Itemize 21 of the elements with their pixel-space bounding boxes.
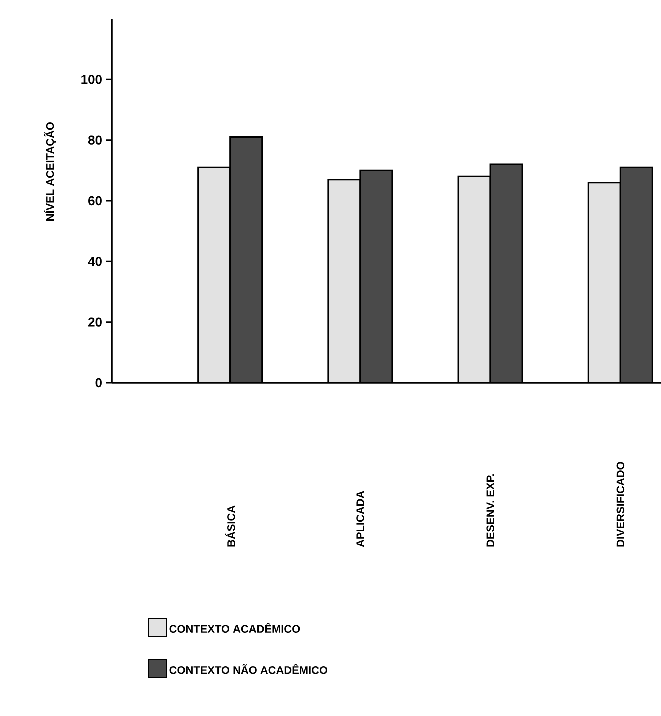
y-tick-label: 40 [88,257,102,266]
y-tick-label: 0 [96,378,102,388]
bar [198,166,232,383]
x-tick-label: BÁSICA [225,506,236,547]
x-tick-label: APLICADA [356,491,364,548]
bar [490,164,524,383]
x-tick-label: DESENV. EXP. [486,474,494,547]
y-tick-label: 80 [88,136,102,145]
bar [230,136,264,383]
bar [458,176,492,383]
bar [620,166,654,383]
bar [588,182,622,383]
bar [328,178,362,383]
bar [360,170,394,383]
legend-label: CONTEXTO ACADÊMICO [170,623,300,634]
y-tick-label: 20 [88,318,102,327]
y-tick-label: 100 [82,75,102,84]
x-tick-label: DIVERSIFICADO [616,462,625,547]
legend-label: CONTEXTO NÃO ACADÊMICO [170,664,328,674]
y-axis-title: NÍVEL ACEITAÇÃO [44,122,56,221]
y-tick-label: 60 [88,196,102,206]
